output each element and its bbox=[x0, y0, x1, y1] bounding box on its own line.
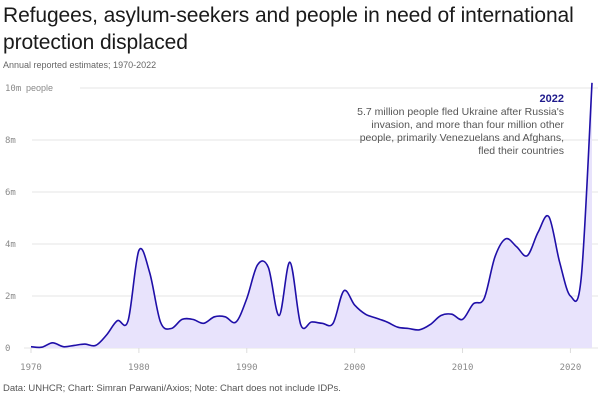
annotation-line: people, primarily Venezuelans and Afghan… bbox=[359, 132, 564, 144]
x-tick-label: 2020 bbox=[560, 363, 582, 373]
chart-title: Refugees, asylum-seekers and people in n… bbox=[3, 4, 574, 54]
x-tick-label: 2000 bbox=[344, 363, 366, 373]
x-tick-label: 1990 bbox=[236, 363, 258, 373]
x-tick-label: 1980 bbox=[128, 363, 150, 373]
x-tick-label: 2010 bbox=[452, 363, 474, 373]
chart-subtitle: Annual reported estimates; 1970-2022 bbox=[3, 60, 157, 70]
y-unit-label: people bbox=[26, 83, 53, 93]
y-axis: 0 2m 4m 6m 8m 10m people bbox=[5, 83, 53, 354]
area-fill bbox=[31, 82, 592, 349]
annotation-year: 2022 bbox=[539, 93, 564, 105]
y-tick-label: 4m bbox=[5, 240, 16, 250]
y-tick-label: 2m bbox=[5, 292, 16, 302]
annotation-line: fled their countries bbox=[478, 145, 564, 157]
annotation-2022: 2022 5.7 million people fled Ukraine aft… bbox=[314, 93, 564, 158]
y-tick-label: 0 bbox=[5, 344, 10, 354]
x-tick-label: 1970 bbox=[20, 363, 42, 373]
y-tick-label: 8m bbox=[5, 136, 16, 146]
annotation-line: invasion, and more than four million oth… bbox=[371, 119, 564, 131]
x-axis: 1970 1980 1990 2000 2010 2020 bbox=[20, 348, 581, 373]
series-line bbox=[30, 82, 593, 349]
source-note: Data: UNHCR; Chart: Simran Parwani/Axios… bbox=[3, 383, 341, 394]
annotation-line: 5.7 million people fled Ukraine after Ru… bbox=[357, 106, 564, 118]
y-tick-label: 10m bbox=[5, 84, 21, 94]
y-tick-label: 6m bbox=[5, 188, 16, 198]
